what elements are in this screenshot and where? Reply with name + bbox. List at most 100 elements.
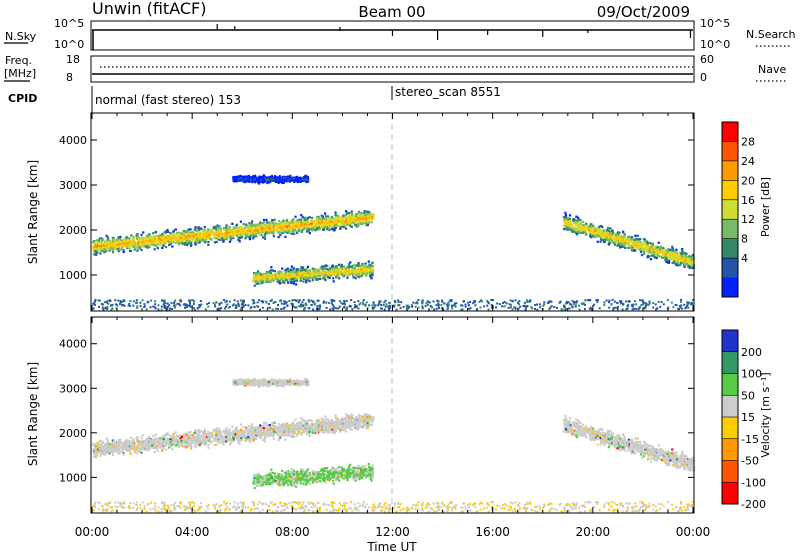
power-point	[321, 224, 324, 227]
power-point	[185, 240, 188, 243]
power-point	[270, 278, 273, 281]
power-point	[564, 223, 568, 226]
power-point	[256, 282, 260, 285]
power-point	[265, 178, 268, 181]
power-point	[288, 273, 291, 276]
power-point	[148, 233, 151, 236]
power-point	[619, 239, 622, 242]
power-point	[447, 301, 450, 304]
power-point	[258, 179, 261, 183]
power-point	[330, 271, 333, 274]
power-point	[583, 308, 586, 311]
power-point	[608, 299, 611, 302]
power-point	[371, 261, 374, 264]
power-point	[619, 243, 622, 246]
power-point	[232, 236, 235, 240]
power-point	[247, 235, 251, 239]
power-point	[605, 299, 608, 302]
power-point	[249, 229, 252, 233]
power-point	[461, 308, 464, 311]
power-point	[110, 304, 113, 307]
power-point	[173, 306, 176, 309]
power-point	[633, 245, 636, 248]
power-point	[503, 301, 506, 304]
power-point	[275, 228, 279, 231]
power-point	[587, 229, 590, 232]
power-point	[290, 225, 294, 228]
power-point	[190, 233, 193, 237]
power-point	[302, 269, 305, 272]
power-point	[267, 231, 270, 234]
power-point	[263, 233, 266, 236]
power-point	[329, 222, 332, 225]
power-point	[240, 227, 243, 230]
power-point	[324, 271, 327, 274]
power-point	[253, 224, 256, 228]
power-point	[315, 228, 318, 231]
power-point	[496, 302, 499, 305]
power-point	[370, 277, 373, 280]
power-point	[491, 299, 494, 302]
power-point	[534, 304, 537, 307]
power-point	[322, 272, 326, 275]
power-point	[360, 217, 363, 220]
power-point	[212, 302, 215, 305]
power-point	[313, 226, 316, 229]
power-point	[299, 180, 302, 184]
power-point	[198, 233, 202, 236]
power-point	[194, 240, 197, 243]
power-point	[176, 239, 179, 243]
power-point	[234, 227, 237, 230]
power-point	[261, 229, 264, 232]
power-point	[329, 308, 332, 311]
power-point	[536, 308, 539, 311]
power-point	[336, 224, 339, 227]
power-point	[596, 300, 599, 303]
power-point	[348, 269, 352, 272]
power-point	[564, 225, 568, 228]
power-point	[357, 262, 360, 265]
power-point	[159, 241, 162, 244]
power-point	[92, 241, 95, 244]
power-point	[355, 219, 358, 222]
power-point	[262, 176, 265, 179]
power-point	[626, 304, 629, 307]
power-point	[307, 274, 310, 277]
power-point	[332, 221, 336, 224]
power-point	[261, 236, 265, 239]
power-point	[160, 238, 163, 241]
power-point	[387, 305, 390, 308]
power-point	[684, 259, 687, 262]
power-point	[272, 225, 275, 228]
power-point	[236, 233, 239, 236]
power-point	[359, 222, 362, 226]
power-point	[268, 270, 271, 273]
power-point	[136, 301, 139, 304]
power-point	[107, 238, 110, 241]
power-point	[154, 300, 157, 303]
nsearch-tick-top: 10^5	[700, 17, 730, 30]
power-point	[437, 307, 440, 310]
power-point	[278, 177, 281, 180]
power-point	[330, 227, 334, 230]
power-point	[251, 230, 254, 233]
power-point	[301, 267, 304, 270]
power-point	[659, 305, 662, 308]
power-point	[349, 261, 352, 264]
power-point	[290, 232, 293, 235]
power-point	[357, 223, 360, 226]
power-point	[332, 227, 335, 231]
power-point	[288, 178, 291, 181]
power-point	[568, 227, 571, 230]
power-point	[596, 227, 599, 230]
power-point	[190, 243, 193, 246]
power-point	[300, 222, 303, 225]
power-point	[323, 212, 327, 215]
power-point	[509, 303, 512, 306]
power-point	[215, 233, 218, 236]
power-point	[478, 300, 481, 303]
power-point	[312, 227, 315, 230]
power-point	[562, 304, 565, 307]
power-point	[254, 232, 258, 236]
power-point	[321, 267, 325, 270]
